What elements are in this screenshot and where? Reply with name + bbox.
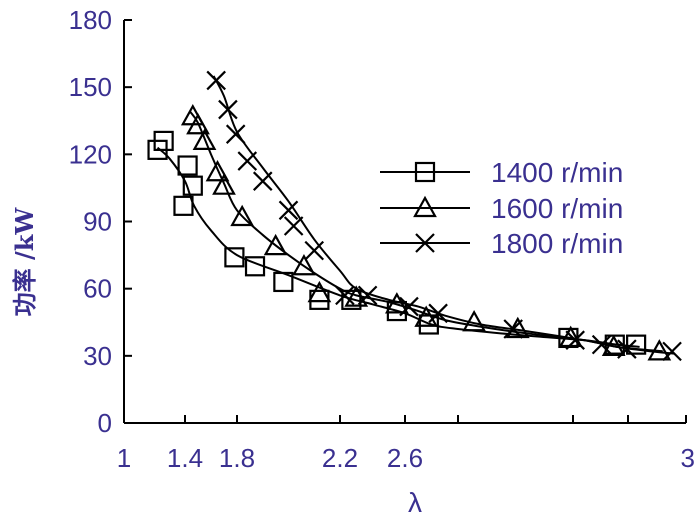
data-point-triangle (263, 233, 288, 256)
legend-marker-cross (415, 233, 435, 253)
data-point-cross (304, 240, 325, 261)
x-tick-label: 1.8 (219, 443, 255, 473)
data-point-triangle (212, 173, 236, 195)
y-tick-label: 0 (98, 408, 112, 438)
data-point-triangle (205, 159, 230, 182)
data-point-cross (399, 296, 419, 317)
x-ticks: 1 1.4 1.8 2.2 2.6 3 (117, 415, 695, 473)
legend-label: 1600 r/min (491, 193, 623, 224)
y-tick-label: 90 (83, 207, 112, 237)
data-point-cross (617, 339, 637, 359)
data-point-cross (206, 70, 226, 91)
data-point-square (182, 175, 203, 196)
data-point-triangle (230, 204, 255, 227)
y-tick-label: 180 (69, 5, 112, 35)
data-point-cross (252, 171, 273, 191)
x-axis-label: λ (408, 487, 422, 518)
data-point-cross (225, 124, 246, 144)
data-point-triangle (292, 254, 316, 276)
data-point-square (626, 334, 647, 355)
data-point-cross (237, 151, 258, 171)
x-tick-label: 3 (681, 443, 695, 473)
data-point-cross (662, 341, 682, 362)
data-point-square (244, 256, 266, 277)
legend-marker-square (414, 161, 436, 183)
y-tick-label: 60 (83, 274, 112, 304)
legend-label: 1400 r/min (491, 157, 623, 188)
y-ticks: 0 30 60 90 120 150 180 (69, 5, 132, 438)
data-point-square (418, 314, 439, 335)
data-point-square (224, 247, 245, 268)
data-point-cross (357, 285, 378, 306)
data-point-square (177, 155, 198, 176)
data-point-triangle (462, 309, 486, 332)
y-tick-label: 120 (69, 139, 112, 169)
series-line-3 (212, 75, 675, 355)
data-point-cross (591, 334, 612, 355)
x-tick-label: 1 (117, 443, 131, 473)
y-axis-label: 功率 /kW (10, 207, 39, 317)
data-point-triangle (192, 128, 217, 150)
y-tick-label: 150 (69, 72, 112, 102)
data-point-triangle (385, 292, 409, 314)
data-point-cross (283, 216, 304, 236)
series-markers (147, 70, 682, 362)
data-point-triangle (414, 305, 439, 327)
y-tick-label: 30 (83, 341, 112, 371)
data-point-cross (503, 319, 523, 339)
data-point-triangle (344, 285, 369, 307)
data-point-cross (278, 200, 299, 221)
data-point-square (341, 289, 362, 310)
data-point-square (273, 271, 294, 293)
data-point-square (153, 130, 174, 151)
data-point-triangle (647, 339, 672, 361)
legend: 1400 r/min 1600 r/min 1800 r/min (380, 157, 623, 259)
data-point-cross (335, 285, 355, 306)
data-point-cross (565, 330, 585, 350)
x-tick-label: 2.6 (387, 443, 423, 473)
legend-label: 1800 r/min (491, 228, 623, 259)
data-point-triangle (601, 334, 626, 356)
data-point-cross (428, 303, 448, 324)
data-point-cross (218, 99, 238, 120)
x-tick-label: 2.2 (322, 443, 358, 473)
legend-marker-triangle (413, 195, 437, 218)
data-point-square (173, 195, 194, 216)
x-tick-label: 1.4 (167, 443, 203, 473)
data-point-triangle (307, 280, 332, 303)
data-point-triangle (186, 112, 210, 135)
